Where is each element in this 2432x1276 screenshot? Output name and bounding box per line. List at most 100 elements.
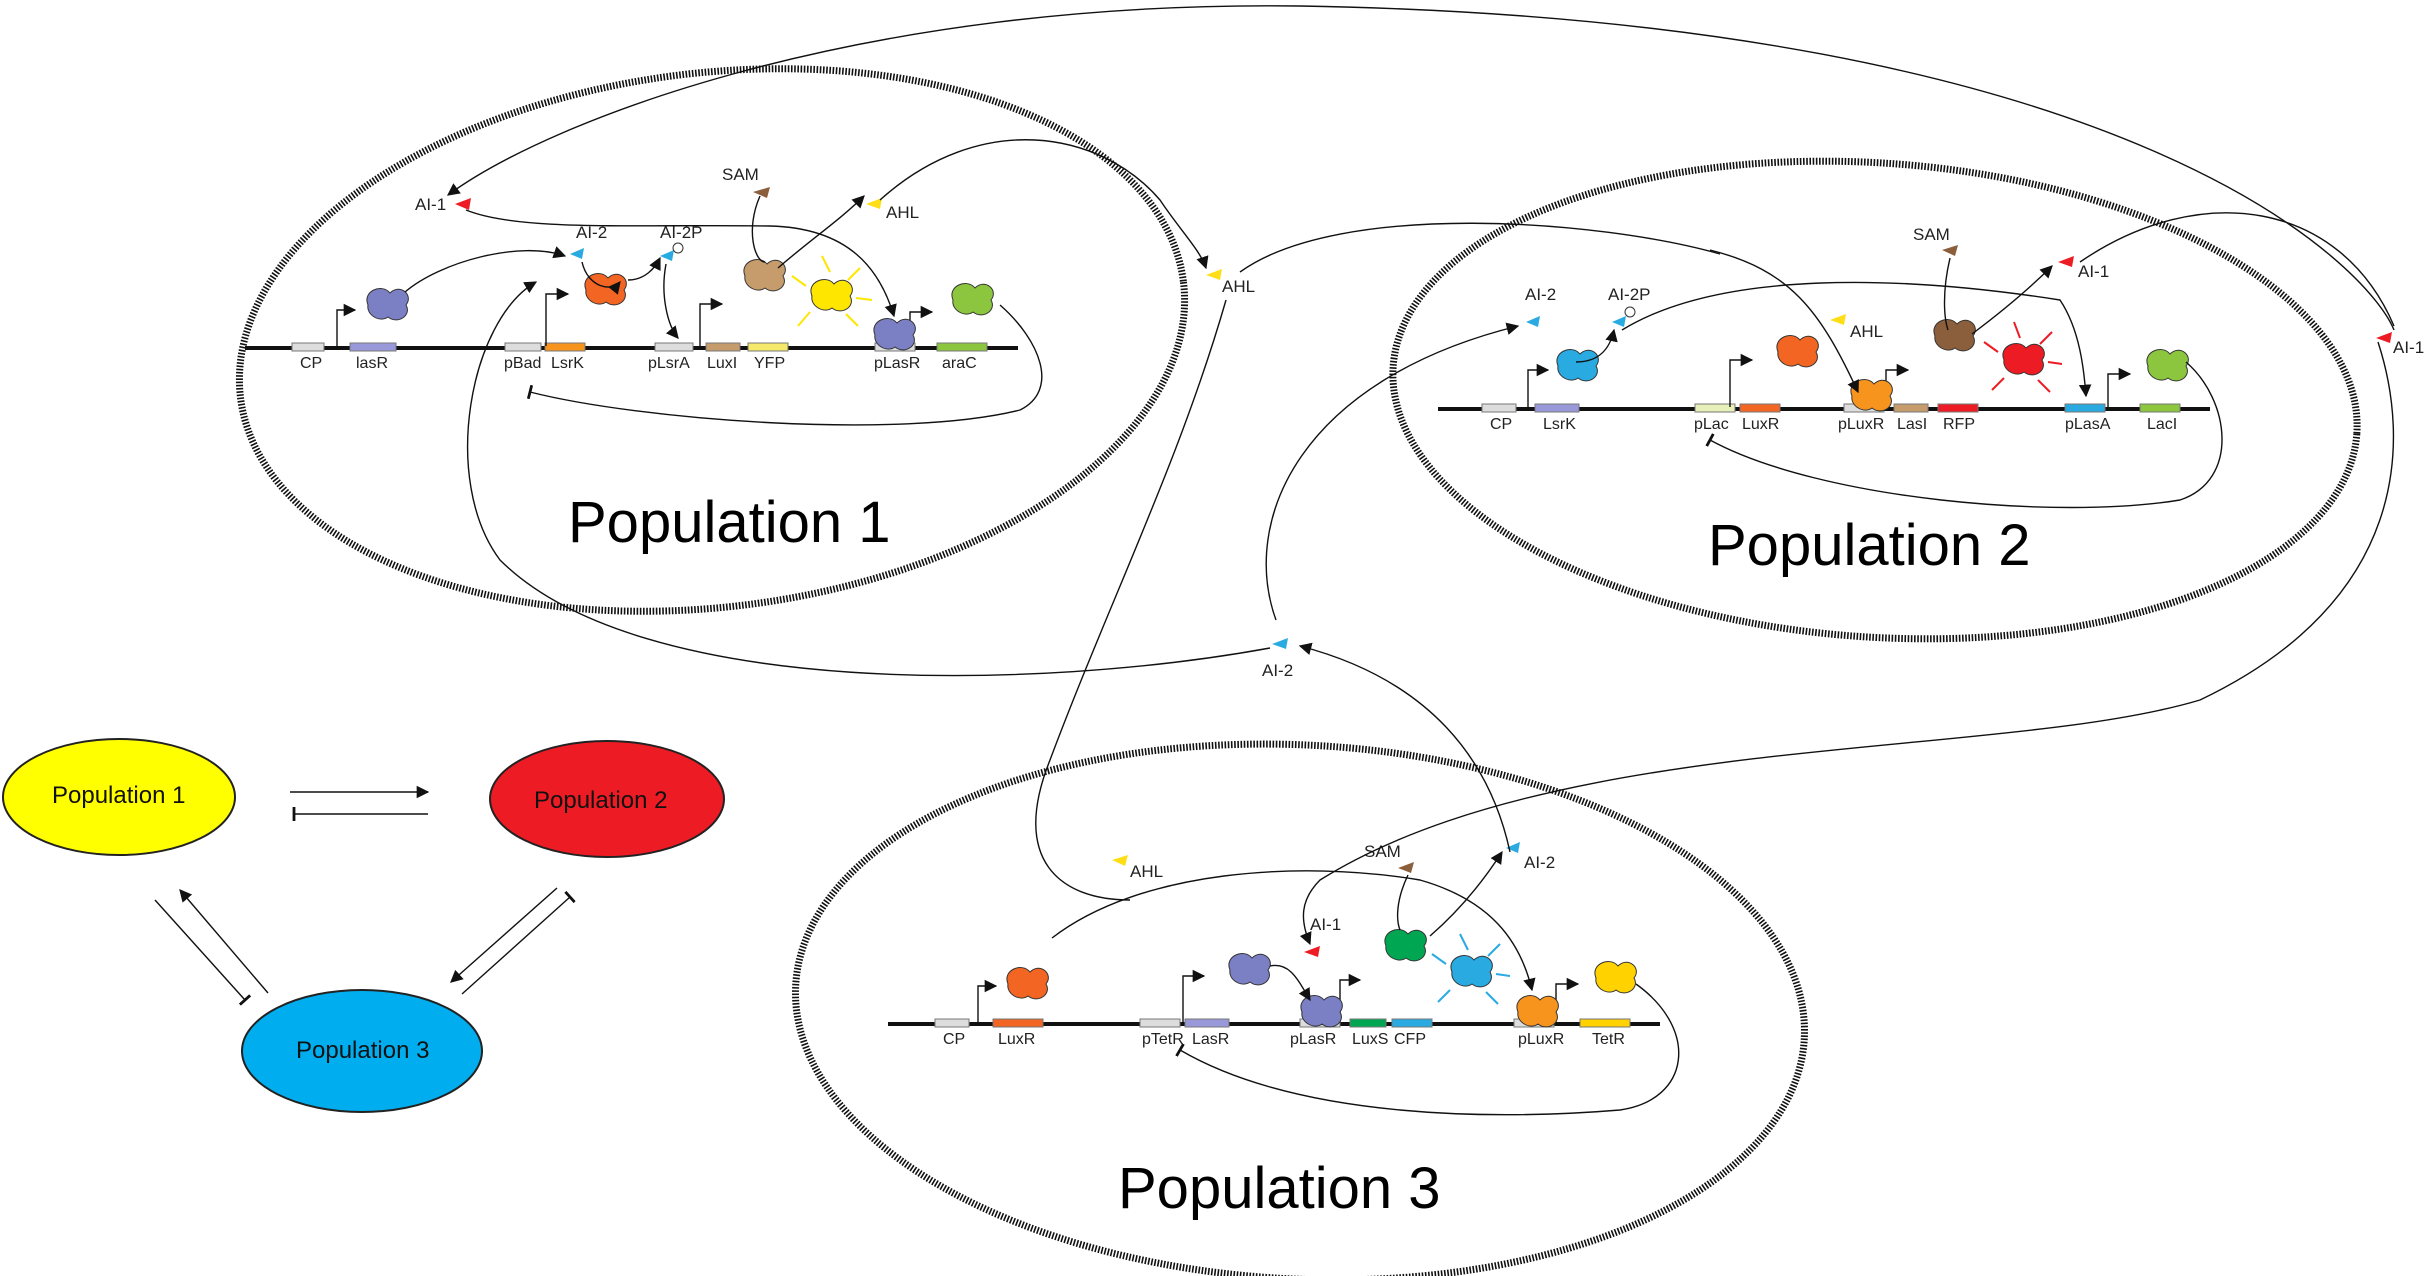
p2-gene-label: RFP [1943, 416, 1975, 433]
p3-gene-label: pLuxR [1518, 1031, 1564, 1048]
p2-luxr-bound-protein-icon [1850, 379, 1893, 412]
p1-sam-to-luxi-line [751, 195, 766, 263]
p1-promoter-cp-arrow [336, 303, 357, 346]
p3-gene-label: LasR [1192, 1031, 1229, 1048]
p2-gene-label: CP [1490, 416, 1512, 433]
p3-tetr-protein-icon [1594, 961, 1637, 994]
p2-gene-label: LasI [1897, 416, 1927, 433]
p3-promoter-ptetr-arrow [1182, 969, 1206, 1022]
p1-gene-label: YFP [754, 355, 785, 372]
p1-ai2p-signal-icon [660, 250, 674, 261]
p2-promoter-cp-arrow [1527, 363, 1550, 407]
p2-luxr-protein-icon [1776, 335, 1819, 368]
summary-2-activates-3 [450, 887, 558, 983]
p1-ai2-label: AI-2 [576, 223, 607, 242]
p1-gene-label: araC [942, 355, 977, 372]
p1-phosphate-icon [672, 242, 684, 254]
ai1-to-pop3-arrow [1299, 341, 2395, 946]
summary-population-1-node [2, 738, 236, 856]
ext-ai1-signal-icon [2376, 332, 2392, 343]
p2-sam-to-lasi-line [1943, 257, 1951, 331]
p3-tetr-part [1579, 1018, 1631, 1028]
p1-lsrk-part [544, 342, 586, 352]
p1-luxi-protein-icon [743, 259, 786, 292]
p3-cfp-glow-icon [1431, 933, 1511, 1005]
ext-ai1-label: AI-1 [2393, 338, 2424, 357]
p3-luxr-to-pluxr-arrow [1051, 870, 1536, 992]
p2-gene-label: pLac [1694, 416, 1729, 433]
p3-ahl-signal-icon [1112, 855, 1128, 866]
p1-plsra-part [654, 342, 694, 352]
p3-luxs-to-ai2-arrow [1429, 850, 1503, 937]
p1-lsrk-to-ai2p-arrow [627, 256, 661, 281]
p1-ai1-signal-icon [455, 198, 471, 210]
p2-promoter-plasa-arrow [2107, 367, 2132, 407]
p1-gene-label: pLasR [874, 355, 920, 372]
p1-yfp-part [747, 342, 789, 352]
p2-ai2p-label: AI-2P [1608, 285, 1651, 304]
p3-gene-label: LuxR [998, 1031, 1035, 1048]
summary-1-represses-3 [154, 899, 252, 1006]
p3-gene-label: LuxS [1352, 1031, 1388, 1048]
p3-gene-label: pLasR [1290, 1031, 1336, 1048]
p3-promoter-cp-arrow [977, 979, 998, 1022]
p1-ai2p-label: AI-2P [660, 223, 703, 242]
p3-sam-signal-icon [1398, 862, 1414, 873]
p2-gene-label: pLuxR [1838, 416, 1884, 433]
summary-population-3-node [241, 989, 483, 1113]
p1-gene-label: CP [300, 355, 322, 372]
p2-ai2-label: AI-2 [1525, 285, 1556, 304]
p2-plac-part [1694, 403, 1736, 413]
population-2-title: Population 2 [1708, 513, 2030, 578]
p3-ahl-label: AHL [1130, 862, 1163, 881]
p1-yfp-glow-icon [791, 255, 873, 327]
p3-luxs-protein-icon [1384, 929, 1427, 962]
p3-lasr-bound-protein-icon [1300, 995, 1343, 1028]
population-3-membrane [791, 740, 1809, 1276]
p3-ai1-label: AI-1 [1310, 915, 1341, 934]
population-1-title: Population 1 [568, 490, 890, 555]
p1-ahl-signal-icon [866, 198, 882, 209]
ext-ahl-signal-icon [1206, 269, 1222, 280]
p2-lasi-part [1893, 403, 1929, 413]
p2-luxr-part [1739, 403, 1781, 413]
p2-rfp-part [1937, 403, 1979, 413]
p2-gene-label: LsrK [1543, 416, 1576, 433]
p1-promoter-pbad-arrow [545, 287, 570, 346]
p3-ai1-signal-icon [1304, 946, 1320, 957]
p3-luxr-protein-icon [1006, 967, 1049, 1000]
p2-promoter-plac-arrow [1729, 353, 1754, 407]
p1-ai1-label: AI-1 [415, 195, 446, 214]
p2-rfp-protein-icon [2002, 343, 2045, 376]
p1-yfp-protein-icon [810, 279, 853, 312]
p1-ai2p-to-plsra-arrow [663, 263, 679, 339]
p2-plasa-part [2064, 403, 2106, 413]
p3-gene-label: CFP [1394, 1031, 1426, 1048]
p2-ai1-label: AI-1 [2078, 262, 2109, 281]
p2-gene-label: LuxR [1742, 416, 1779, 433]
p2-gene-label: LacI [2147, 416, 2177, 433]
p2-cp-part [1481, 403, 1517, 413]
p1-sam-label: SAM [722, 165, 759, 184]
summary-population-1-label: Population 1 [52, 782, 185, 809]
p2-ai2p-signal-icon [1612, 316, 1626, 327]
p2-lasi-protein-icon [1933, 319, 1976, 352]
p2-lsrk-to-ai2p-arrow [1575, 328, 1618, 363]
p1-ahl-label: AHL [886, 203, 919, 222]
p3-promoter-plasr-arrow [1339, 973, 1362, 1022]
p1-gene-label: lasR [356, 355, 388, 372]
p1-lasr-part [349, 342, 397, 352]
p3-gene-label: CP [943, 1031, 965, 1048]
p2-sam-label: SAM [1913, 225, 1950, 244]
p2-lsrk-protein-icon [1556, 349, 1599, 382]
ai2-to-pop2-arrow [1265, 322, 1520, 621]
p1-arac-inhibits-pbad [526, 304, 1043, 426]
p3-gene-label: TetR [1592, 1031, 1625, 1048]
ext-ai2-label: AI-2 [1262, 661, 1293, 680]
p2-laci-protein-icon [2146, 349, 2189, 382]
summary-3-activates-1 [179, 889, 269, 994]
p2-sam-signal-icon [1942, 245, 1958, 256]
p2-laci-inhibits-plac [1705, 361, 2223, 509]
p2-ai2-signal-icon [1526, 316, 1540, 327]
summary-population-3-label: Population 3 [296, 1037, 429, 1064]
